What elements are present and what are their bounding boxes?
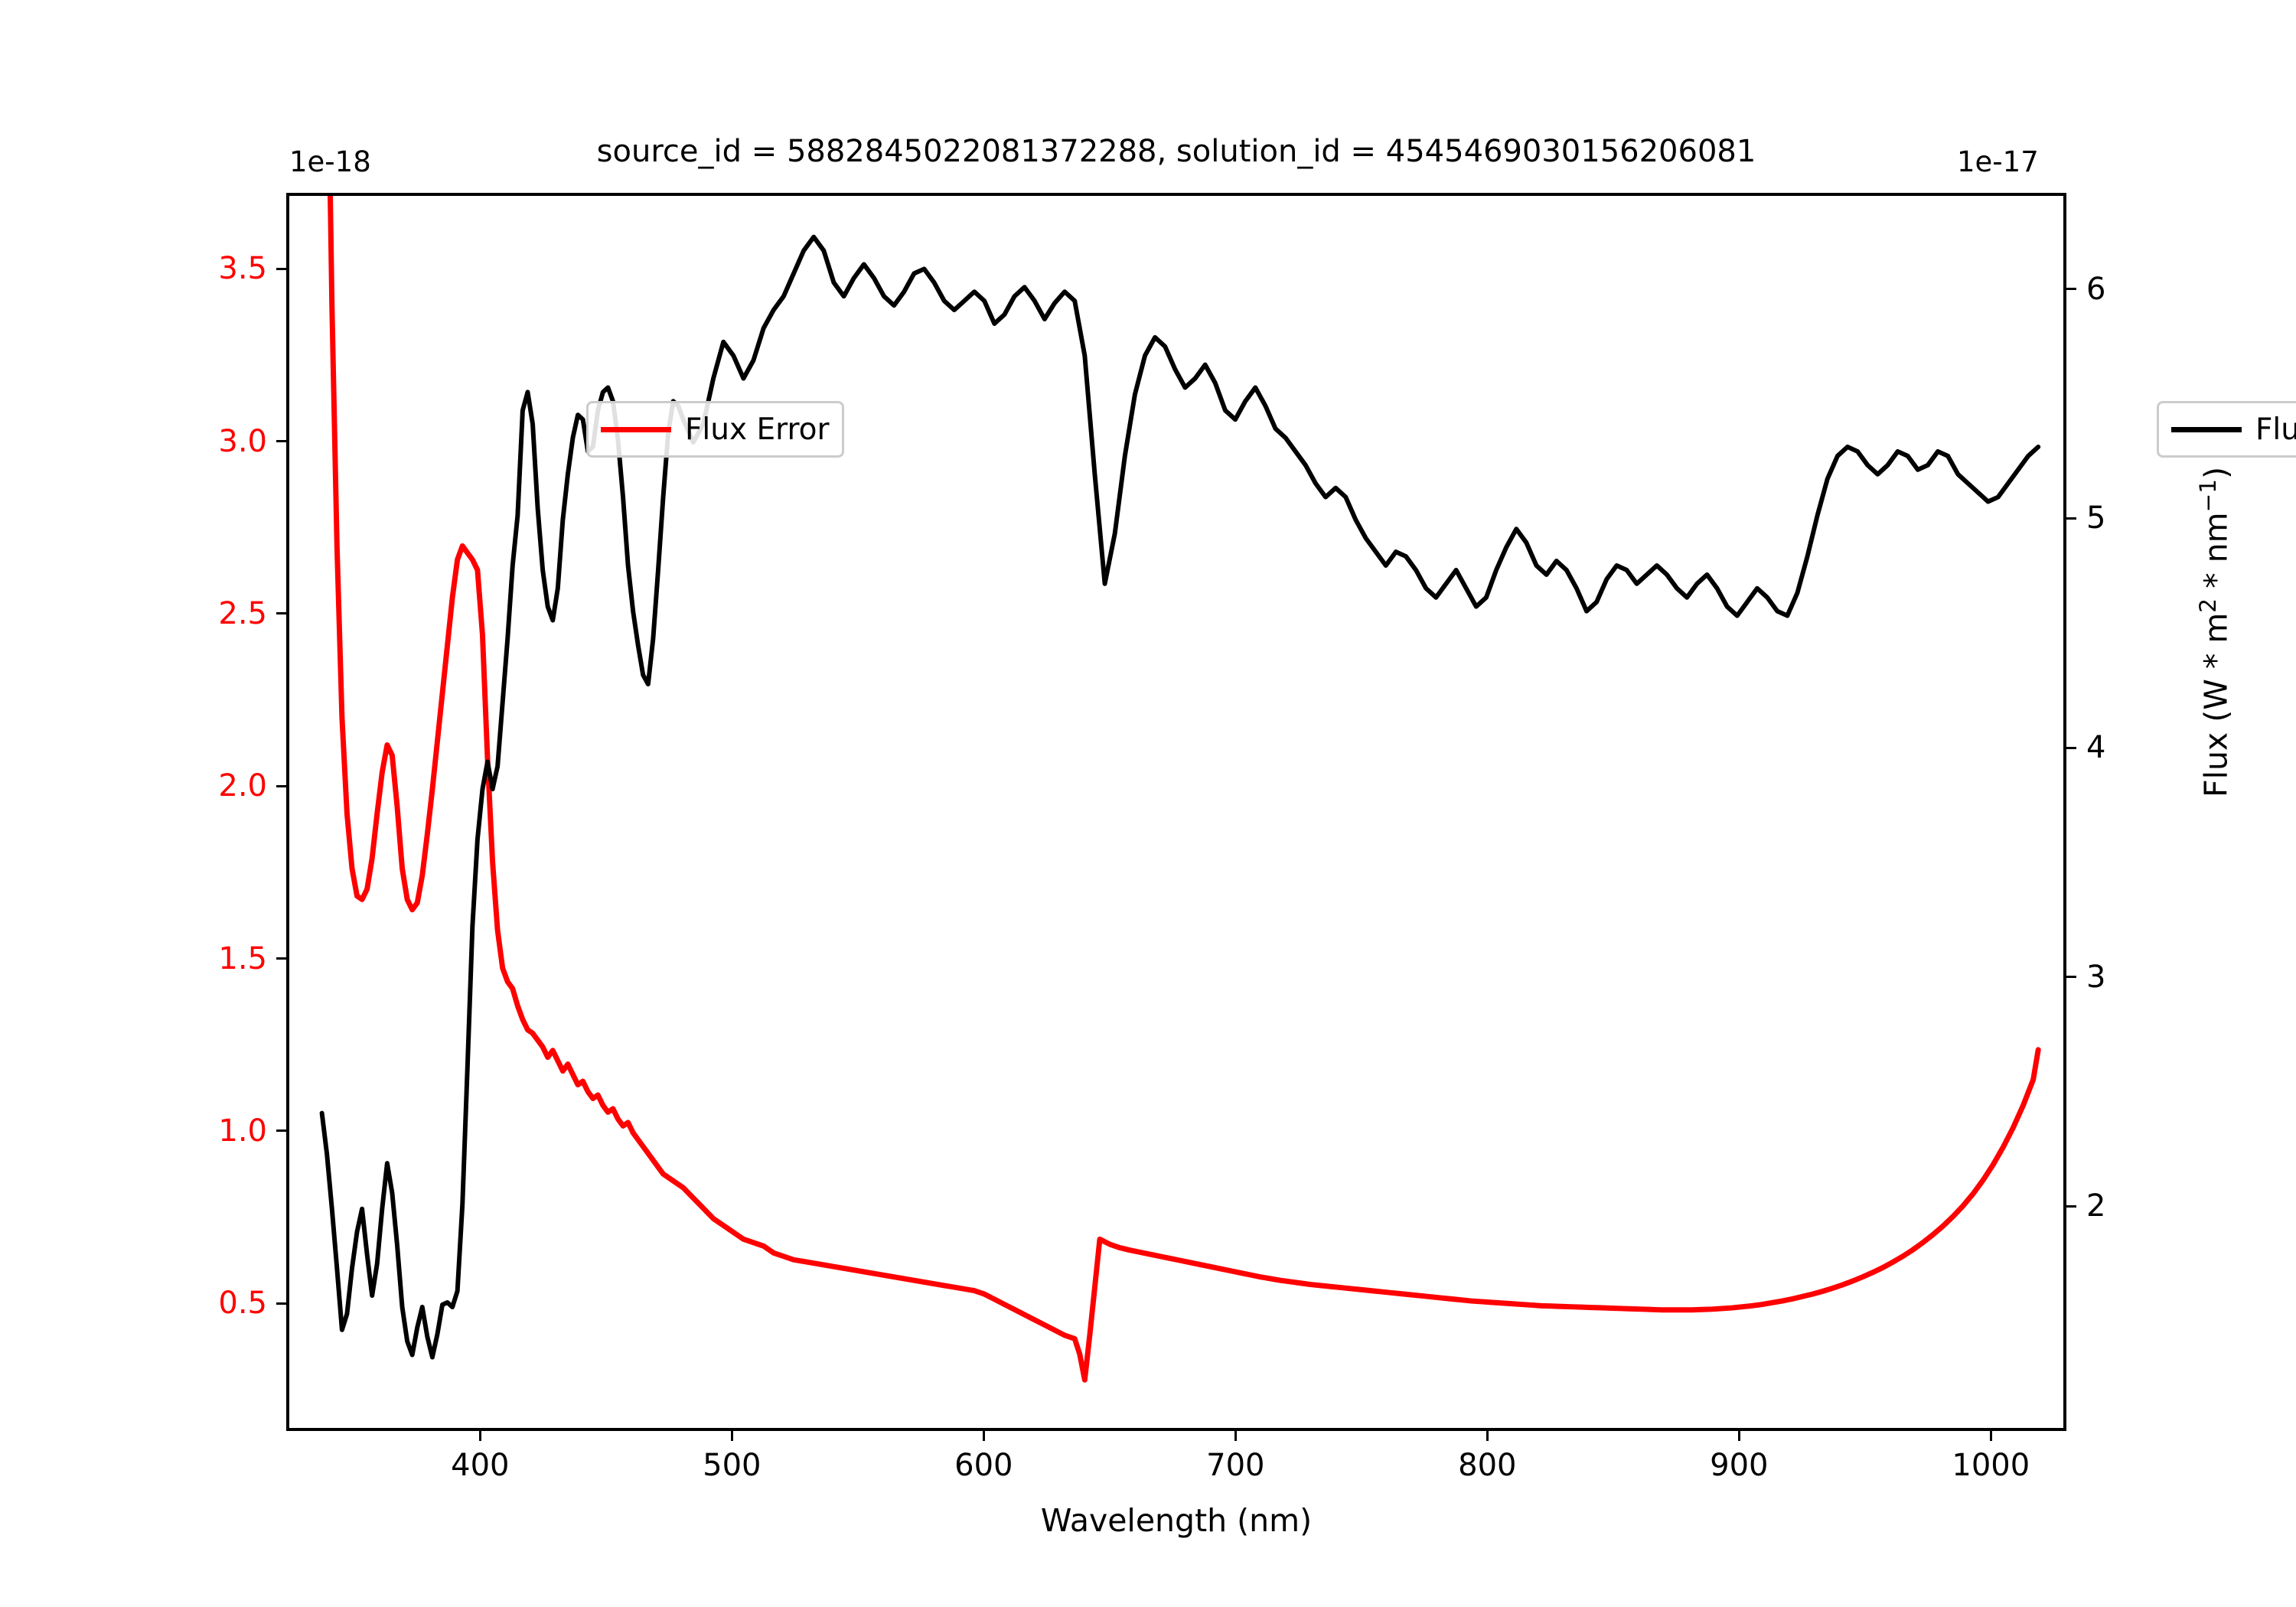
y-tick-label-left: 3.5 bbox=[218, 251, 267, 287]
x-tick-mark bbox=[982, 1431, 985, 1441]
y-tick-mark-left bbox=[276, 1129, 286, 1133]
y-tick-label-right: 6 bbox=[2086, 271, 2106, 307]
y-tick-mark-right bbox=[2066, 1204, 2076, 1208]
x-tick-label: 700 bbox=[1206, 1448, 1265, 1483]
x-tick-label: 800 bbox=[1458, 1448, 1517, 1483]
x-tick-label: 500 bbox=[703, 1448, 762, 1483]
x-tick-mark bbox=[478, 1431, 481, 1441]
y-tick-label-right: 3 bbox=[2086, 959, 2106, 995]
right-axis-label: Flux (W * m2 * nm−1) bbox=[2195, 466, 2235, 797]
y-tick-mark-right bbox=[2066, 517, 2076, 520]
x-tick-label: 400 bbox=[451, 1448, 510, 1483]
plot-area: Flux Error Flux bbox=[286, 193, 2296, 1431]
plot-lines-svg bbox=[319, 196, 2041, 1383]
x-axis-label: Wavelength (nm) bbox=[1040, 1502, 1313, 1539]
y-tick-mark-right bbox=[2066, 976, 2076, 979]
y-tick-label-left: 2.0 bbox=[218, 768, 267, 804]
y-tick-label-right: 5 bbox=[2086, 500, 2106, 536]
y-tick-mark-left bbox=[276, 1302, 286, 1305]
x-tick-label: 900 bbox=[1710, 1448, 1769, 1483]
y-tick-mark-left bbox=[276, 440, 286, 442]
y-tick-mark-left bbox=[276, 267, 286, 270]
legend-line-swatch-black bbox=[2171, 426, 2242, 432]
x-tick-mark bbox=[1486, 1431, 1489, 1441]
y-tick-mark-left bbox=[276, 612, 286, 615]
legend-label-flux-error: Flux Error bbox=[685, 412, 830, 447]
y-tick-mark-right bbox=[2066, 288, 2076, 291]
line-flux-error bbox=[328, 196, 2041, 1383]
legend-line-swatch-red bbox=[601, 426, 671, 432]
x-tick-label: 600 bbox=[954, 1448, 1013, 1483]
line-flux bbox=[319, 234, 2041, 1360]
y-tick-label-left: 2.5 bbox=[218, 595, 267, 631]
y-tick-label-left: 1.0 bbox=[218, 1113, 267, 1149]
x-tick-mark bbox=[1737, 1431, 1740, 1441]
left-axis-offset-text: 1e-18 bbox=[289, 145, 371, 178]
y-tick-label-left: 0.5 bbox=[218, 1286, 267, 1322]
y-tick-label-right: 4 bbox=[2086, 730, 2106, 766]
chart-title: source_id = 5882845022081372288, solutio… bbox=[596, 134, 1756, 169]
x-tick-mark bbox=[1234, 1431, 1237, 1441]
y-tick-mark-left bbox=[276, 957, 286, 960]
x-tick-mark bbox=[730, 1431, 733, 1441]
legend-label-flux: Flux bbox=[2255, 412, 2296, 447]
x-tick-label: 1000 bbox=[1952, 1448, 2030, 1483]
right-axis-offset-text: 1e-17 bbox=[1957, 145, 2039, 178]
y-tick-label-left: 3.0 bbox=[218, 423, 267, 459]
y-tick-mark-left bbox=[276, 784, 286, 787]
legend-flux[interactable]: Flux bbox=[2157, 401, 2296, 458]
y-tick-label-left: 1.5 bbox=[218, 940, 267, 976]
y-tick-mark-right bbox=[2066, 746, 2076, 749]
x-tick-mark bbox=[1989, 1431, 1992, 1441]
y-tick-label-right: 2 bbox=[2086, 1188, 2106, 1224]
legend-flux-error[interactable]: Flux Error bbox=[586, 401, 844, 458]
